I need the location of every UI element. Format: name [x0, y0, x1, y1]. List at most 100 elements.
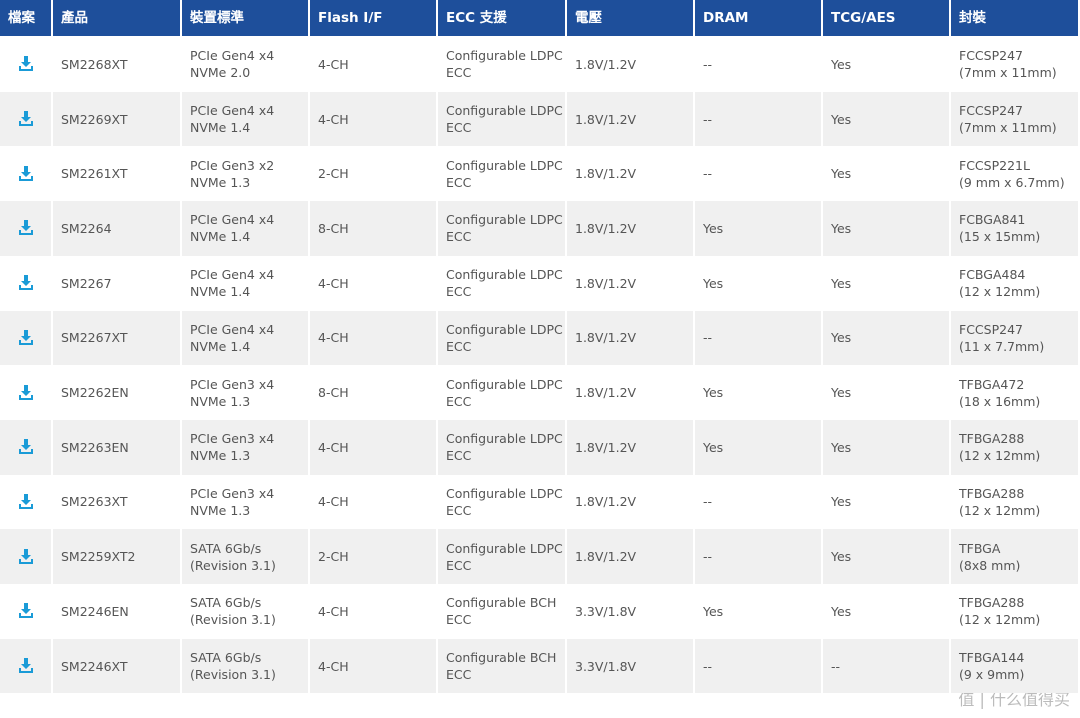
table-cell: SM2268XT: [53, 37, 182, 92]
table-cell: Yes: [823, 201, 951, 256]
download-icon[interactable]: [17, 438, 35, 456]
cell-line: (Revision 3.1): [190, 557, 276, 573]
table-cell: 4-CH: [310, 584, 438, 639]
cell-line: TFBGA: [959, 540, 1001, 556]
header-cell: TCG/AES: [823, 0, 951, 36]
header-cell: DRAM: [695, 0, 823, 36]
download-cell[interactable]: [0, 310, 53, 366]
cell-line: (8x8 mm): [959, 557, 1021, 573]
cell-line: (12 x 12mm): [959, 284, 1041, 300]
cell-line: Configurable LDPC: [446, 212, 563, 228]
table-cell: SATA 6Gb/s (Revision 3.1): [182, 584, 310, 639]
download-cell[interactable]: [0, 201, 53, 256]
table-cell: Yes: [823, 584, 951, 639]
table-cell: 2-CH: [310, 529, 438, 584]
download-cell[interactable]: [0, 37, 53, 92]
cell-line: NVMe 1.3: [190, 502, 251, 518]
download-cell[interactable]: [0, 91, 53, 147]
cell-line: (7mm x 11mm): [959, 120, 1057, 136]
cell-line: FCCSP247: [959, 321, 1023, 337]
table-cell: PCIe Gen4 x4 NVMe 1.4: [182, 201, 310, 256]
table-cell: 4-CH: [310, 37, 438, 92]
cell-line: ECC: [446, 229, 472, 245]
download-icon[interactable]: [17, 602, 35, 620]
table-cell: Configurable LDPC ECC: [438, 310, 567, 366]
table-cell: Configurable LDPC ECC: [438, 37, 567, 92]
download-icon[interactable]: [17, 219, 35, 237]
download-cell[interactable]: [0, 255, 53, 311]
table-cell: 8-CH: [310, 365, 438, 420]
table-cell: Yes: [695, 201, 823, 256]
download-cell[interactable]: [0, 638, 53, 694]
table-cell: Yes: [695, 584, 823, 639]
table-cell: FCBGA841 (15 x 15mm): [951, 201, 1080, 256]
download-cell[interactable]: [0, 419, 53, 475]
table-cell: 1.8V/1.2V: [567, 310, 695, 366]
cell-line: PCIe Gen4 x4: [190, 103, 275, 119]
cell-line: NVMe 1.3: [190, 393, 251, 409]
table-cell: --: [695, 310, 823, 366]
table-cell: FCCSP247 (7mm x 11mm): [951, 37, 1080, 92]
download-icon[interactable]: [17, 657, 35, 675]
table-cell: Configurable LDPC ECC: [438, 529, 567, 584]
cell-line: NVMe 1.4: [190, 284, 251, 300]
download-icon[interactable]: [17, 165, 35, 183]
table-cell: TFBGA288 (12 x 12mm): [951, 419, 1080, 475]
table-cell: FCCSP247 (7mm x 11mm): [951, 91, 1080, 147]
table-cell: SM2259XT2: [53, 529, 182, 584]
table-cell: PCIe Gen3 x2 NVMe 1.3: [182, 146, 310, 202]
download-icon[interactable]: [17, 493, 35, 511]
table-cell: Configurable LDPC ECC: [438, 91, 567, 147]
download-icon[interactable]: [17, 55, 35, 73]
download-icon[interactable]: [17, 329, 35, 347]
table-cell: Configurable BCH ECC: [438, 638, 567, 694]
cell-line: (Revision 3.1): [190, 612, 276, 628]
cell-line: Configurable LDPC: [446, 48, 563, 64]
cell-line: SATA 6Gb/s: [190, 595, 262, 611]
table-cell: Configurable LDPC ECC: [438, 146, 567, 202]
cell-line: (15 x 15mm): [959, 229, 1041, 245]
download-cell[interactable]: [0, 365, 53, 420]
cell-line: Configurable LDPC: [446, 540, 563, 556]
table-cell: SM2269XT: [53, 91, 182, 147]
download-cell[interactable]: [0, 529, 53, 584]
cell-line: FCCSP247: [959, 103, 1023, 119]
table-cell: 4-CH: [310, 310, 438, 366]
cell-line: NVMe 2.0: [190, 65, 251, 81]
table-cell: SATA 6Gb/s (Revision 3.1): [182, 529, 310, 584]
table-cell: Yes: [695, 255, 823, 311]
table-cell: TFBGA472 (18 x 16mm): [951, 365, 1080, 420]
download-icon[interactable]: [17, 110, 35, 128]
cell-line: NVMe 1.4: [190, 229, 251, 245]
download-cell[interactable]: [0, 146, 53, 202]
download-icon[interactable]: [17, 548, 35, 566]
table-cell: Configurable LDPC ECC: [438, 365, 567, 420]
cell-line: ECC: [446, 612, 472, 628]
cell-line: ECC: [446, 502, 472, 518]
table-cell: 1.8V/1.2V: [567, 146, 695, 202]
table-cell: FCCSP221L (9 mm x 6.7mm): [951, 146, 1080, 202]
download-icon[interactable]: [17, 274, 35, 292]
cell-line: Configurable LDPC: [446, 103, 563, 119]
cell-line: Configurable BCH: [446, 595, 557, 611]
download-cell[interactable]: [0, 584, 53, 639]
table-cell: 2-CH: [310, 146, 438, 202]
table-cell: Yes: [823, 146, 951, 202]
cell-line: FCCSP247: [959, 48, 1023, 64]
cell-line: (12 x 12mm): [959, 612, 1041, 628]
table-cell: PCIe Gen4 x4 NVMe 2.0: [182, 37, 310, 92]
cell-line: TFBGA288: [959, 595, 1025, 611]
table-cell: Yes: [823, 419, 951, 475]
table-cell: --: [695, 638, 823, 694]
table-cell: --: [695, 37, 823, 92]
cell-line: TFBGA288: [959, 431, 1025, 447]
table-cell: PCIe Gen4 x4 NVMe 1.4: [182, 91, 310, 147]
table-cell: --: [695, 146, 823, 202]
table-cell: 1.8V/1.2V: [567, 201, 695, 256]
download-icon[interactable]: [17, 384, 35, 402]
download-cell[interactable]: [0, 474, 53, 530]
table-cell: FCCSP247 (11 x 7.7mm): [951, 310, 1080, 366]
table-cell: SM2264: [53, 201, 182, 256]
table-cell: 1.8V/1.2V: [567, 529, 695, 584]
table-cell: Yes: [823, 474, 951, 530]
